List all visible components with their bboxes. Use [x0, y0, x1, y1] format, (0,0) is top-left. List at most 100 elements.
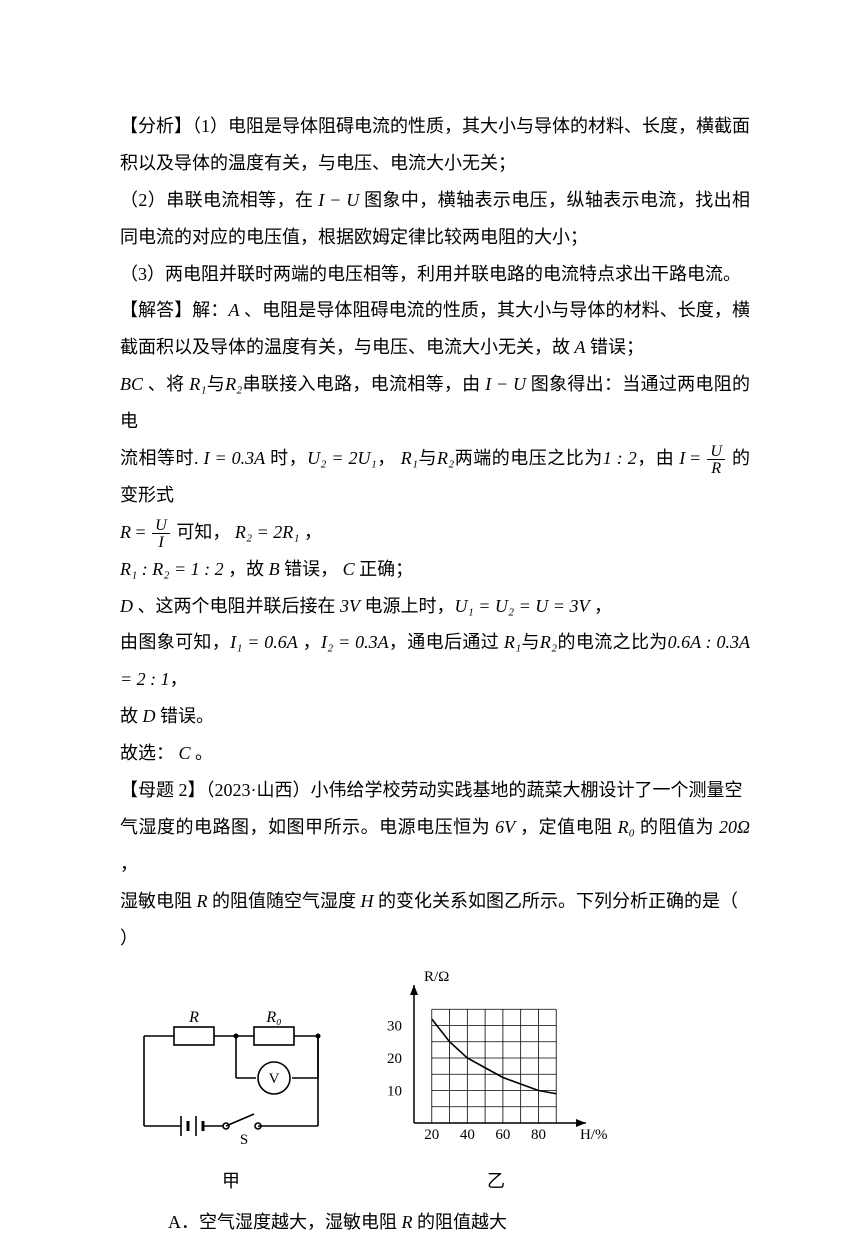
- math-IU: I − U: [485, 374, 526, 394]
- text: ，由: [637, 448, 679, 468]
- caption-right: 乙: [366, 1163, 626, 1200]
- text: 两端的电压之比为: [454, 448, 602, 468]
- text: 、这两个电阻并联后接在: [133, 596, 340, 616]
- text: ）: [120, 928, 138, 948]
- text: 错误，: [280, 559, 343, 579]
- text: 。: [191, 743, 214, 763]
- text: ，故: [224, 559, 269, 579]
- math-6V: 6V: [495, 817, 515, 837]
- sym-R0: R₀: [618, 817, 635, 837]
- document-body: 【分析】（1）电阻是导体阻碍电流的性质，其大小与导体的材料、长度，横截面积以及导…: [120, 108, 750, 1241]
- text: ，: [120, 854, 138, 874]
- text: ，: [377, 448, 401, 468]
- sym-R1: R₁: [189, 374, 206, 394]
- math-IU: I − U: [318, 190, 359, 210]
- svg-text:R: R: [188, 1009, 199, 1026]
- svg-text:60: 60: [495, 1127, 510, 1143]
- text: 【母题 2】（2023·山西）小伟给学校劳动实践基地的蔬菜大棚设计了一个测量空: [120, 780, 743, 800]
- analysis-p3: （3）两电阻并联时两端的电压相等，利用并联电路的电流特点求出干路电流。: [120, 256, 750, 293]
- sym-C: C: [343, 559, 355, 579]
- circuit-diagram: R R₀ S V 甲: [126, 998, 336, 1200]
- sym-A: A: [575, 337, 586, 357]
- sym-C: C: [179, 743, 191, 763]
- svg-text:H/%: H/%: [580, 1127, 608, 1143]
- sym-R1: R₁: [504, 632, 521, 652]
- sym-BC: BC: [120, 374, 143, 394]
- text: 由图象可知，: [120, 632, 230, 652]
- math-R1R2-12: R₁ : R₂ = 1 : 2: [120, 559, 224, 579]
- text: 的阻值越大: [413, 1212, 508, 1232]
- svg-text:30: 30: [387, 1019, 402, 1035]
- circuit-svg-icon: R R₀ S V: [126, 998, 336, 1148]
- solution-pD-3: 故 D 错误。: [120, 698, 750, 735]
- sym-R1: R₁: [401, 448, 418, 468]
- solution-pD-2: 由图象可知，I₁ = 0.6A ，I₂ = 0.3A，通电后通过 R₁与R₂的电…: [120, 624, 750, 698]
- svg-text:V: V: [269, 1071, 280, 1087]
- svg-text:20: 20: [424, 1127, 439, 1143]
- sym-H: H: [361, 891, 374, 911]
- text: ，定值电阻: [515, 817, 618, 837]
- text: 电源上时，: [360, 596, 455, 616]
- sym-R: R: [402, 1212, 413, 1232]
- sym-R2: R₂: [225, 374, 242, 394]
- text: ，通电后通过: [389, 632, 504, 652]
- text: 错误。: [156, 706, 215, 726]
- math-12: 1 : 2: [603, 448, 637, 468]
- text: （2）串联电流相等，在: [120, 190, 318, 210]
- final-answer: 故选： C 。: [120, 735, 750, 772]
- math-I1: I₁ = 0.6A: [230, 632, 298, 652]
- sym-D: D: [120, 596, 133, 616]
- math-R2-2R1: R₂ = 2R₁: [235, 522, 300, 542]
- text: 的阻值随空气湿度: [208, 891, 361, 911]
- text: 的变化关系如图乙所示。下列分析正确的是（: [374, 891, 739, 911]
- solution-pBC-2: 流相等时. I = 0.3A 时，U₂ = 2U₁， R₁与R₂两端的电压之比为…: [120, 440, 750, 514]
- analysis-p2: （2）串联电流相等，在 I − U 图象中，横轴表示电压，纵轴表示电流，找出相同…: [120, 182, 750, 256]
- sym-D: D: [143, 706, 156, 726]
- svg-text:20: 20: [387, 1051, 402, 1067]
- text: 气湿度的电路图，如图甲所示。电源电压恒为: [120, 817, 495, 837]
- solution-pD-1: D 、这两个电阻并联后接在 3V 电源上时，U₁ = U₂ = U = 3V ，: [120, 588, 750, 625]
- text: 错误；: [586, 337, 645, 357]
- solution-pBC-3: R = UI 可知， R₂ = 2R₁ ，: [120, 514, 750, 551]
- text: 与: [418, 448, 437, 468]
- svg-text:80: 80: [531, 1127, 546, 1143]
- text: 时，: [265, 448, 307, 468]
- solution-pBC-4: R₁ : R₂ = 1 : 2 ，故 B 错误， C 正确；: [120, 551, 750, 588]
- text: 的阻值为: [635, 817, 719, 837]
- text: ，: [170, 669, 188, 689]
- sym-R: R: [120, 522, 131, 542]
- option-A: A．空气湿度越大，湿敏电阻 R 的阻值越大: [120, 1204, 750, 1241]
- text: 故: [120, 706, 143, 726]
- fraction-icon: UI: [152, 517, 170, 550]
- caption-left: 甲: [126, 1163, 336, 1200]
- svg-text:R₀: R₀: [265, 1009, 281, 1026]
- sym-B: B: [269, 559, 280, 579]
- rh-graph: 20406080102030R/ΩH/% 乙: [366, 968, 626, 1200]
- figure-row: RR₀SV 甲 20406080102030R/ΩH/% 乙: [126, 968, 750, 1200]
- svg-text:S: S: [240, 1132, 248, 1148]
- math-U1U2: U₁ = U₂ = U = 3V: [455, 596, 590, 616]
- sym-R: R: [197, 891, 208, 911]
- math-3V: 3V: [340, 596, 360, 616]
- solution-pA: 【解答】解：A 、电阻是导体阻碍电流的性质，其大小与导体的材料、长度，横截面积以…: [120, 292, 750, 366]
- sym-A: A: [228, 300, 239, 320]
- svg-text:10: 10: [387, 1084, 402, 1100]
- math-U2: U₂ = 2U₁: [307, 448, 377, 468]
- svg-text:R/Ω: R/Ω: [424, 969, 449, 985]
- question2-p2: 气湿度的电路图，如图甲所示。电源电压恒为 6V ，定值电阻 R₀ 的阻值为 20…: [120, 809, 750, 883]
- text: A．空气湿度越大，湿敏电阻: [168, 1212, 402, 1232]
- text: 与: [521, 632, 540, 652]
- math-20ohm: 20Ω: [719, 817, 750, 837]
- graph-svg-icon: 20406080102030R/ΩH/%: [366, 968, 626, 1148]
- fraction-icon: UR: [707, 443, 725, 476]
- text: 流相等时.: [120, 448, 203, 468]
- text: 与: [206, 374, 225, 394]
- question2-p1: 【母题 2】（2023·山西）小伟给学校劳动实践基地的蔬菜大棚设计了一个测量空: [120, 772, 750, 809]
- question2-p3: 湿敏电阻 R 的阻值随空气湿度 H 的变化关系如图乙所示。下列分析正确的是（: [120, 883, 750, 920]
- sym-R2: R₂: [437, 448, 454, 468]
- text: 可知，: [172, 522, 235, 542]
- text: 故选：: [120, 743, 179, 763]
- text: 正确；: [355, 559, 414, 579]
- analysis-p1: 【分析】（1）电阻是导体阻碍电流的性质，其大小与导体的材料、长度，横截面积以及导…: [120, 108, 750, 182]
- text: 串联接入电路，电流相等，由: [242, 374, 485, 394]
